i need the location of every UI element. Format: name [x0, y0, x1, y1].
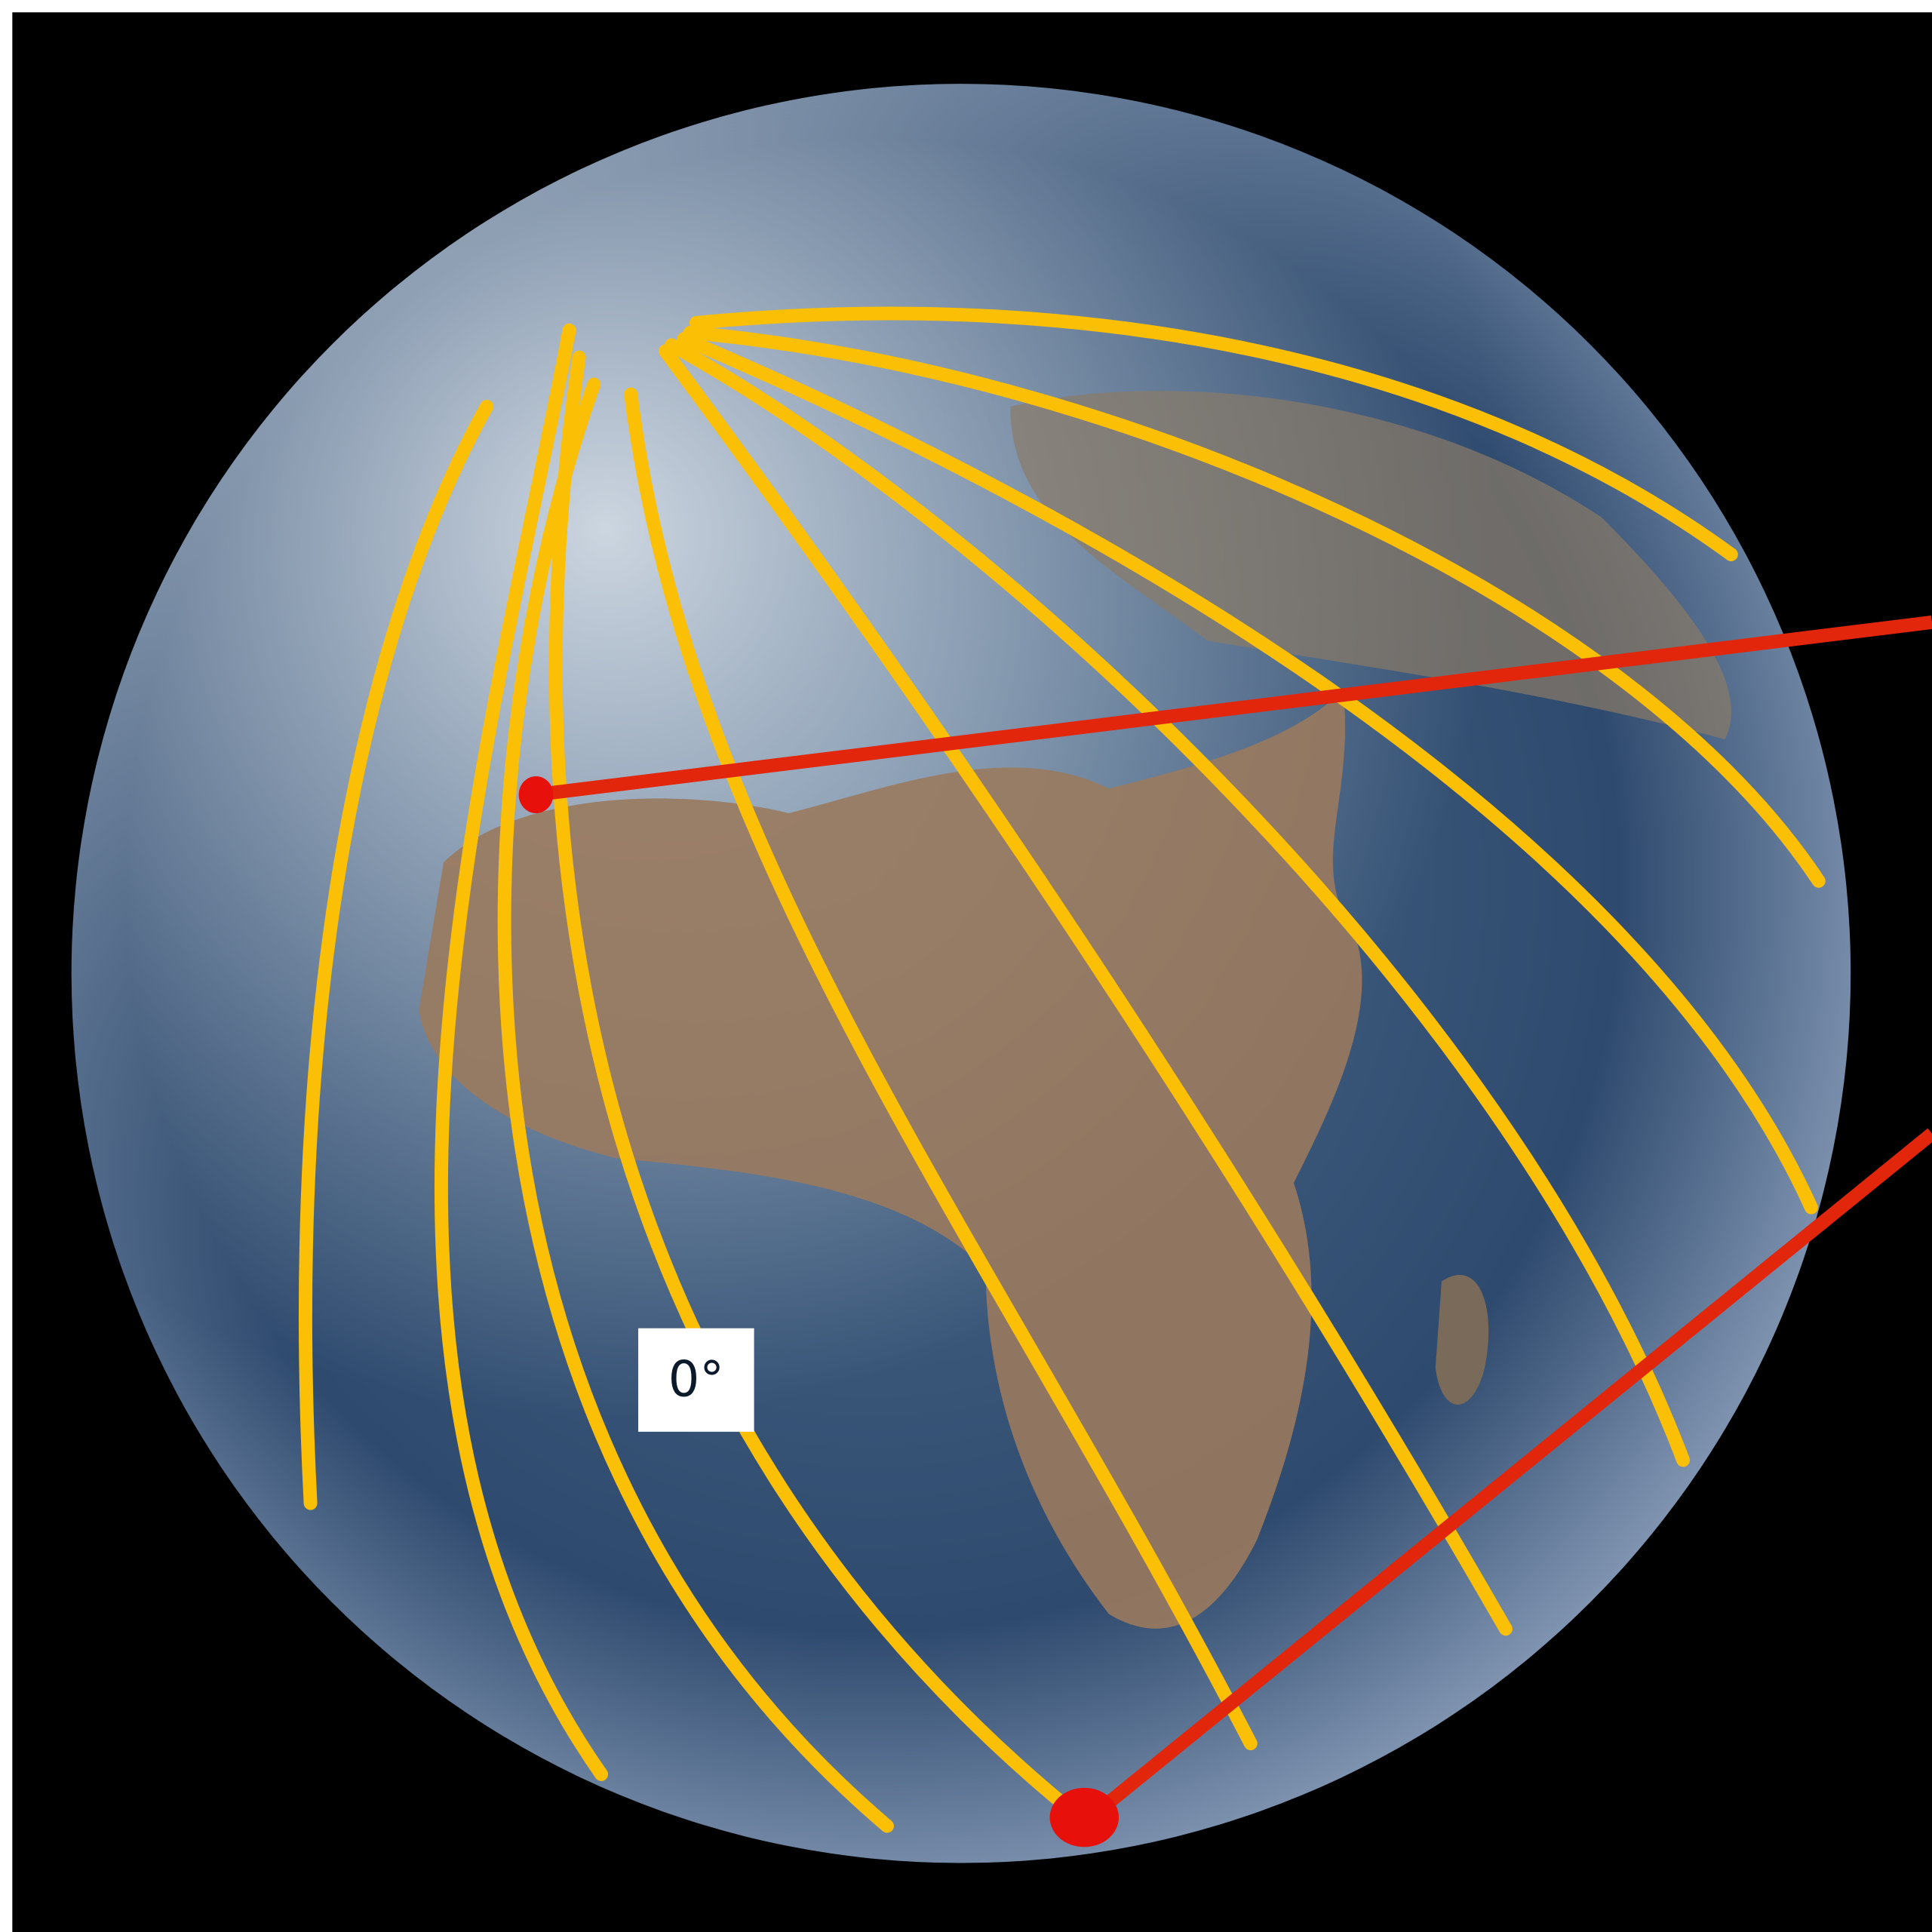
red-rays: [518, 615, 1932, 1848]
earth: [71, 84, 1851, 1863]
meridian: [624, 387, 1258, 1751]
eurasia-landmass: [1010, 391, 1731, 739]
meridian: [658, 344, 1513, 1636]
meridian: [298, 400, 494, 1510]
label-box: [638, 1328, 754, 1432]
meridian: [548, 350, 1079, 1818]
meridian: [689, 306, 1738, 561]
point: [1049, 1787, 1120, 1848]
africa-landmass: [419, 690, 1362, 1629]
angle-label: 0°: [668, 1351, 724, 1408]
meridian: [683, 326, 1826, 888]
meridian: [677, 332, 1818, 1215]
ray: [535, 615, 1932, 802]
meridian-lines: [298, 306, 1826, 1833]
meridian: [434, 323, 609, 1781]
meridian: [665, 338, 1691, 1467]
ray: [1086, 1128, 1932, 1823]
meridian: [497, 377, 894, 1833]
point: [518, 776, 554, 813]
madagascar: [1435, 1275, 1489, 1405]
